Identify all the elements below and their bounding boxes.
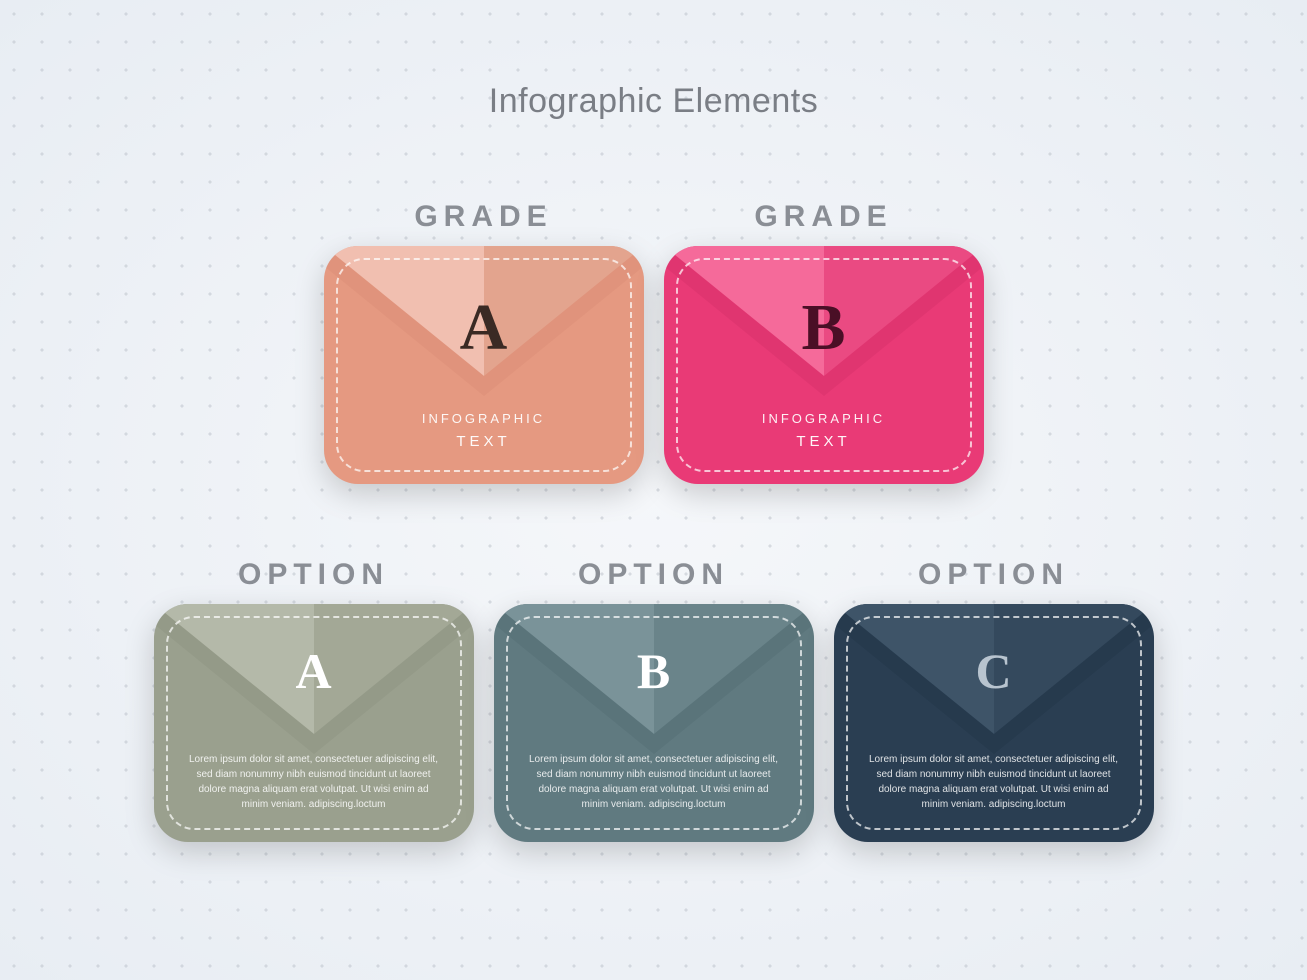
- grade-label: GRADE: [414, 200, 552, 234]
- lorem-text: Lorem ipsum dolor sit amet, consectetuer…: [189, 752, 439, 812]
- envelope-icon: A INFOGRAPHIC TEXT: [324, 246, 644, 484]
- option-letter: A: [295, 642, 331, 700]
- lorem-text: Lorem ipsum dolor sit amet, consectetuer…: [529, 752, 779, 812]
- grade-label: GRADE: [754, 200, 892, 234]
- option-label: OPTION: [238, 558, 389, 592]
- option-card: OPTION B Lorem ipsum dolor sit amet, con…: [494, 558, 814, 842]
- option-card: OPTION C Lorem ipsum dolor sit amet, con…: [834, 558, 1154, 842]
- envelope-icon: B INFOGRAPHIC TEXT: [664, 246, 984, 484]
- grade-card: GRADE B INFOGRAPHIC TEXT: [664, 200, 984, 484]
- option-label: OPTION: [578, 558, 729, 592]
- option-letter: B: [637, 642, 670, 700]
- option-row: OPTION A Lorem ipsum dolor sit amet, con…: [154, 558, 1154, 842]
- grade-row: GRADE A INFOGRAPHIC TEXT GRADE B INFOGRA…: [324, 200, 984, 484]
- lorem-text: Lorem ipsum dolor sit amet, consectetuer…: [869, 752, 1119, 812]
- grade-letter: A: [460, 290, 508, 366]
- envelope-subtext-2: TEXT: [796, 433, 850, 450]
- envelope-subtext-1: INFOGRAPHIC: [422, 411, 545, 426]
- envelope-subtext-2: TEXT: [456, 433, 510, 450]
- grade-card: GRADE A INFOGRAPHIC TEXT: [324, 200, 644, 484]
- page-title: Infographic Elements: [489, 82, 818, 121]
- envelope-icon: C Lorem ipsum dolor sit amet, consectetu…: [834, 604, 1154, 842]
- envelope-icon: A Lorem ipsum dolor sit amet, consectetu…: [154, 604, 474, 842]
- grade-letter: B: [801, 290, 845, 366]
- envelope-subtext-1: INFOGRAPHIC: [762, 411, 885, 426]
- option-card: OPTION A Lorem ipsum dolor sit amet, con…: [154, 558, 474, 842]
- envelope-icon: B Lorem ipsum dolor sit amet, consectetu…: [494, 604, 814, 842]
- option-label: OPTION: [918, 558, 1069, 592]
- infographic-canvas: Infographic Elements GRADE A INFOGRAPHIC…: [0, 0, 1307, 980]
- option-letter: C: [975, 642, 1011, 700]
